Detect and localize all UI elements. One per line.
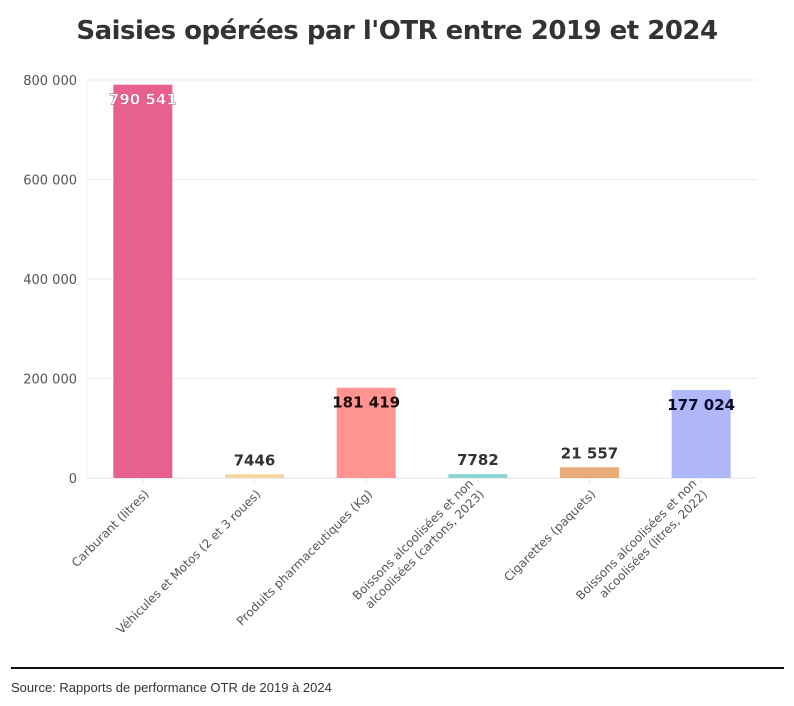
x-tick-label: Cigarettes (paquets): [501, 487, 598, 584]
y-tick-label: 200 000: [23, 373, 77, 388]
data-label: 21 557: [561, 444, 618, 462]
x-tick-label-line: Carburant (litres): [69, 487, 152, 570]
x-tick-label-line: Cigarettes (paquets): [501, 487, 598, 584]
data-label: 790 541: [109, 91, 177, 109]
x-tick-label-line: alcoolisées (cartons, 2023): [362, 487, 486, 611]
chart-title: Saisies opérées par l'OTR entre 2019 et …: [76, 16, 718, 46]
y-axis-ticks: 0 200 000 400 000 600 000 800 000: [23, 74, 77, 487]
x-tick-label: Carburant (litres): [69, 487, 152, 570]
x-tick-label-line: alcoolisées (litres, 2022): [596, 487, 710, 601]
y-tick-label: 800 000: [23, 74, 77, 89]
bar: [560, 467, 619, 478]
data-label: 7446: [234, 451, 276, 469]
source-note: Source: Rapports de performance OTR de 2…: [11, 680, 332, 695]
x-tick-label-line: Produits pharmaceutiques (Kg): [234, 487, 375, 628]
y-tick-label: 400 000: [23, 273, 77, 288]
data-label: 7782: [457, 451, 499, 469]
bar: [336, 387, 396, 478]
x-tick-label: Produits pharmaceutiques (Kg): [234, 487, 375, 628]
bar-chart: 0 200 000 400 000 600 000 800 000 790 541 744…: [23, 74, 757, 637]
bar: [113, 84, 173, 479]
data-label: 177 024: [667, 396, 735, 414]
y-tick-label: 600 000: [23, 174, 77, 189]
bars: [113, 84, 731, 479]
y-tick-label: 0: [69, 472, 77, 487]
data-label: 181 419: [332, 394, 400, 412]
bar: [671, 389, 731, 478]
gridlines: [86, 79, 757, 479]
bar: [448, 474, 508, 478]
x-axis-ticks: Carburant (litres)Véhicules et Motos (2 …: [69, 476, 710, 636]
data-labels: 790 541 7446 181 419 7782 21 557 177 024: [109, 91, 735, 470]
footer-divider: [11, 667, 784, 669]
bar: [225, 474, 284, 478]
